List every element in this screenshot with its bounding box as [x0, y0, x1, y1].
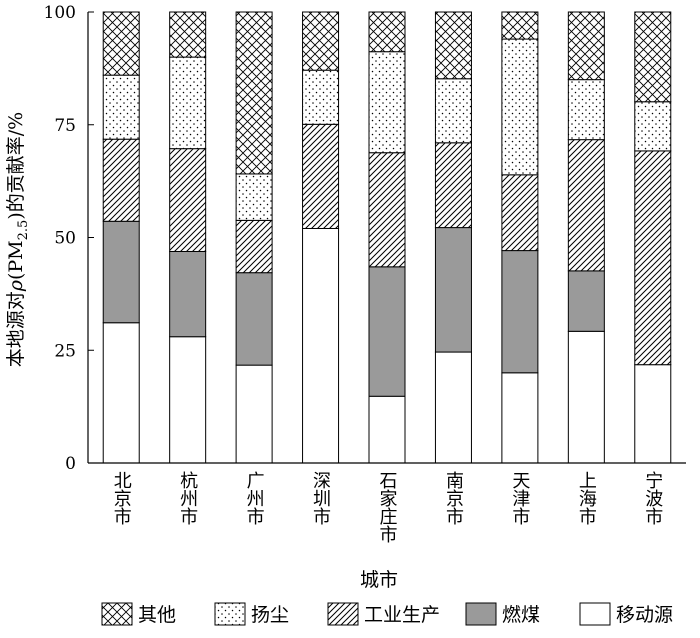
bar-segment-dots-8	[634, 101, 672, 152]
bar-segment-crosshatch-0	[102, 11, 140, 76]
category-label: 杭州市	[177, 471, 198, 525]
bar-segment-white-5	[434, 351, 472, 464]
bar-segment-white-4	[368, 395, 406, 464]
bar-segment-white-8	[634, 364, 672, 464]
category-label: 天津市	[509, 471, 530, 525]
bar-segment-white-1	[169, 336, 207, 464]
legend-label: 移动源	[616, 604, 673, 626]
y-tick-label: 0	[65, 454, 76, 474]
bar-segment-dots-0	[102, 74, 140, 140]
bar-segment-white-7	[567, 330, 605, 464]
legend-label: 其他	[138, 604, 176, 626]
bar-segment-dots-1	[169, 56, 207, 150]
bar-segment-white-2	[235, 364, 273, 464]
category-label: 宁波市	[642, 471, 663, 525]
bar-segment-gray-5	[434, 227, 472, 353]
category-label: 北京市	[111, 471, 132, 525]
bar-segment-dots-3	[302, 69, 340, 125]
bar-segment-diagonal-4	[368, 152, 406, 268]
category-label: 广州市	[244, 471, 265, 525]
y-axis-title: 本地源对ρ(PM2.5)的贡献率/%	[5, 112, 31, 367]
bar-segment-crosshatch-2	[235, 11, 273, 175]
category-label: 上海市	[576, 471, 597, 525]
bar-segment-white-0	[102, 322, 140, 464]
bar-segment-crosshatch-4	[368, 11, 406, 53]
y-tick-label: 75	[54, 116, 76, 136]
bar-segment-diagonal-0	[102, 138, 140, 222]
bar-segment-dots-5	[434, 78, 472, 144]
bar-segment-diagonal-7	[567, 139, 605, 272]
bar-segment-crosshatch-5	[434, 11, 472, 80]
legend-swatch-white	[579, 602, 611, 626]
x-axis-title: 城市	[360, 569, 398, 591]
y-tick-label: 100	[44, 3, 76, 23]
legend-label: 扬尘	[251, 604, 289, 626]
legend-swatch-dots	[214, 602, 246, 626]
bar-segment-white-3	[302, 227, 340, 464]
legend-swatch-diagonal	[327, 602, 359, 626]
bar-segment-crosshatch-6	[501, 11, 539, 40]
category-label: 南京市	[443, 471, 464, 525]
legend: 其他 扬尘 工业生产 燃煤 移动源	[101, 602, 673, 626]
bar-segment-gray-1	[169, 250, 207, 338]
bar-segment-gray-0	[102, 220, 140, 324]
bar-segment-gray-4	[368, 266, 406, 397]
legend-swatch-crosshatch	[101, 602, 133, 626]
bar-segment-dots-4	[368, 51, 406, 154]
legend-swatch-gray	[465, 602, 497, 626]
bar-segment-diagonal-3	[302, 123, 340, 229]
bar-segment-gray-7	[567, 270, 605, 332]
legend-label: 工业生产	[364, 604, 440, 626]
category-label: 深圳市	[310, 471, 331, 525]
bar-segment-diagonal-8	[634, 150, 672, 366]
y-tick-label: 25	[54, 341, 76, 361]
axes-layer: 北京市 杭州市 广州市 深圳市 石家庄市 南京市 天津市 上海市 宁波市 0 25 50 75 100 本地…	[5, 3, 686, 591]
bar-segment-diagonal-1	[169, 148, 207, 252]
bar-segment-crosshatch-8	[634, 11, 672, 103]
bars-layer	[102, 11, 672, 464]
bar-segment-dots-2	[235, 173, 273, 221]
bar-segment-diagonal-2	[235, 219, 273, 274]
y-tick-label: 50	[54, 229, 76, 249]
legend-label: 燃煤	[502, 604, 540, 626]
bar-segment-white-6	[501, 372, 539, 464]
bar-segment-crosshatch-1	[169, 11, 207, 58]
bar-segment-diagonal-6	[501, 174, 539, 252]
bar-segment-gray-2	[235, 272, 273, 366]
bar-segment-gray-6	[501, 250, 539, 374]
category-label: 石家庄市	[377, 471, 398, 543]
bar-segment-dots-6	[501, 38, 539, 176]
bar-segment-dots-7	[567, 79, 605, 141]
bar-segment-crosshatch-3	[302, 11, 340, 71]
bar-segment-crosshatch-7	[567, 11, 605, 81]
bar-segment-diagonal-5	[434, 142, 472, 229]
